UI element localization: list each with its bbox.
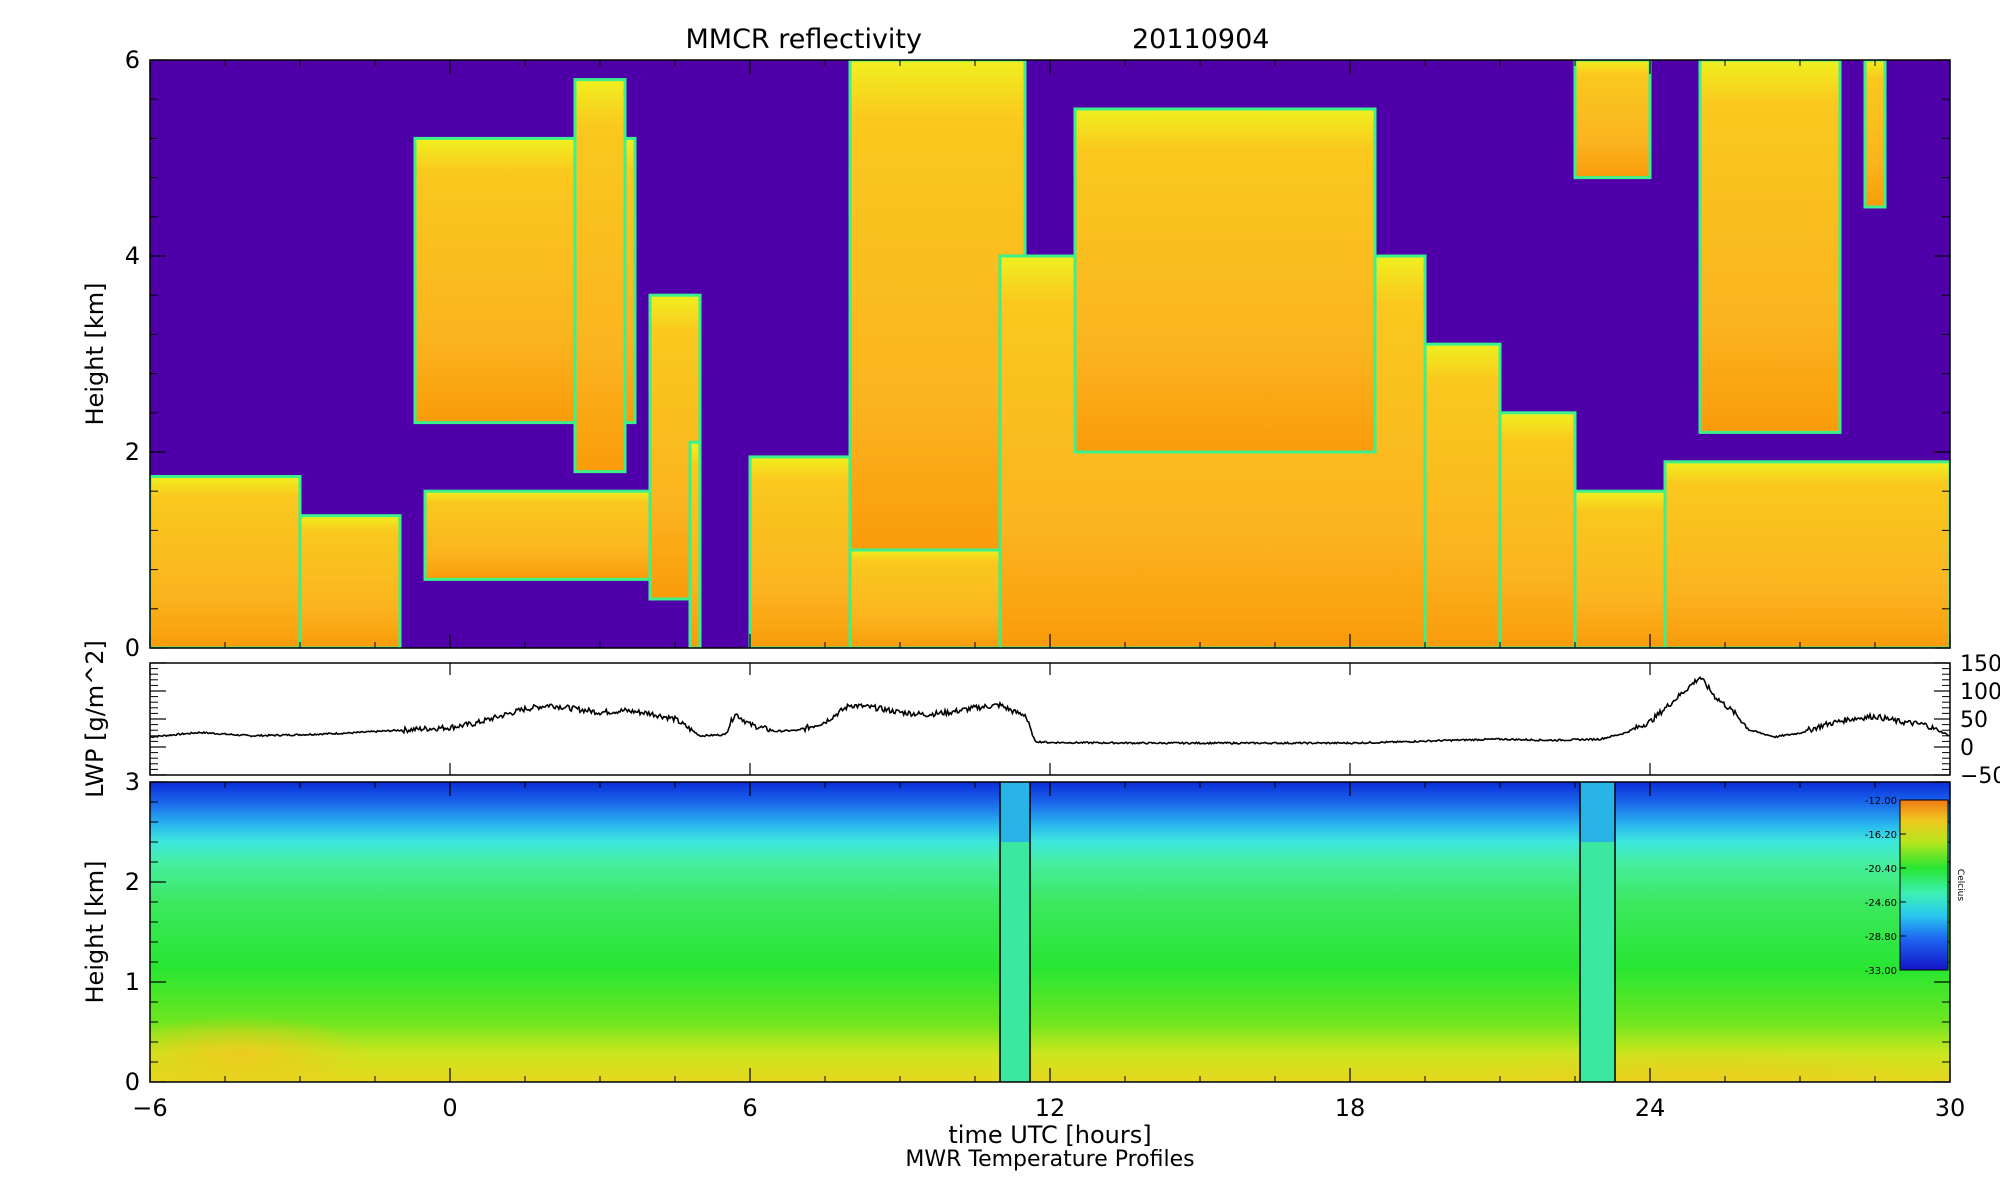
y-tick-label: 6 — [125, 46, 140, 74]
temperature-data-gaps — [999, 782, 1616, 1082]
y-tick-label: 0 — [125, 634, 140, 662]
cloud-region-7 — [748, 455, 852, 648]
cloud-region-4 — [573, 78, 627, 474]
cloud-region-17 — [1698, 60, 1842, 434]
y-tick-label: 3 — [125, 768, 140, 796]
temperature-field — [150, 782, 1950, 1082]
chart-date: 20110904 — [1132, 24, 1269, 55]
x-tick-label: 30 — [1935, 1094, 1966, 1122]
x-tick-label: 0 — [442, 1094, 457, 1122]
y-tick-label: 2 — [125, 438, 140, 466]
cloud-region-16 — [1573, 60, 1652, 180]
reflectivity-cloud-layer — [150, 60, 1950, 648]
colorbar-tick-label: -20.40 — [1865, 864, 1897, 875]
y-tick-label: 2 — [125, 868, 140, 896]
y-tick-label: 1 — [125, 968, 140, 996]
temperature-gap-top-0 — [1000, 782, 1030, 842]
lwp-frame — [149, 662, 1951, 776]
lwp-y-tick-label: 50 — [1960, 708, 1988, 733]
cloud-region-8 — [848, 548, 1002, 648]
colorbar-gradient — [1899, 799, 1949, 971]
colorbar-tick-label: -33.00 — [1865, 966, 1897, 977]
colorbar-tick-label: -24.60 — [1865, 898, 1897, 909]
lwp-y-tick-label: 150 — [1960, 652, 2000, 677]
lwp-ylabel: LWP [g/m^2] — [81, 640, 109, 798]
temperature-warm-spot-right — [1450, 1047, 1950, 1082]
colorbar: -12.00 -16.20 -20.40 -24.60 -28.80 -33.00 Cel… — [1865, 796, 1965, 977]
cloud-region-1 — [298, 514, 402, 648]
temperature-ylabel: Height [km] — [81, 861, 109, 1004]
cloud-region-14 — [1573, 489, 1667, 648]
cloud-region-0 — [150, 475, 302, 648]
x-tick-label: 12 — [1035, 1094, 1066, 1122]
reflectivity-ylabel: Height [km] — [81, 283, 109, 426]
colorbar-tick-label: -28.80 — [1865, 932, 1897, 943]
cloud-region-6 — [688, 440, 702, 648]
x-tick-label: 18 — [1335, 1094, 1366, 1122]
lwp-y-tick-label: −50 — [1960, 764, 2000, 789]
colorbar-ticks: -12.00 -16.20 -20.40 -24.60 -28.80 -33.00 — [1865, 796, 1906, 977]
temperature-warm-spot-left — [150, 1015, 370, 1082]
x-tick-label: −6 — [132, 1094, 167, 1122]
y-tick-label: 4 — [125, 242, 140, 270]
lwp-panel: −50 0 50 100 150 LWP [g/m^2] — [81, 640, 2000, 798]
cloud-region-11 — [1073, 107, 1377, 454]
y-tick-label: 0 — [125, 1068, 140, 1096]
cloud-region-18 — [1863, 60, 1887, 209]
x-tick-label: 24 — [1635, 1094, 1666, 1122]
colorbar-tick-label: -16.20 — [1865, 830, 1897, 841]
cloud-region-2 — [423, 489, 652, 581]
cloud-region-12 — [1423, 342, 1502, 648]
x-axis-label: time UTC [hours] — [948, 1121, 1151, 1149]
reflectivity-panel: 0 2 4 6 Height [km] — [81, 46, 1951, 662]
temperature-gap-top-1 — [1580, 782, 1615, 842]
colorbar-tick-label: -12.00 — [1865, 796, 1897, 807]
lwp-series-line — [150, 676, 1950, 746]
x-tick-label: 6 — [742, 1094, 757, 1122]
lwp-y-tick-label: 100 — [1960, 680, 2000, 705]
reflectivity-axes: 0 2 4 6 — [125, 46, 1951, 662]
colorbar-label: Celcius — [1955, 869, 1965, 901]
cloud-region-13 — [1498, 411, 1577, 648]
chart-title: MMCR reflectivity — [685, 24, 922, 55]
lwp-axes: −50 0 50 100 150 — [149, 652, 2000, 789]
cloud-region-15 — [1663, 460, 1950, 648]
lwp-y-tick-label: 0 — [1960, 736, 1974, 761]
temperature-caption: MWR Temperature Profiles — [905, 1147, 1194, 1172]
